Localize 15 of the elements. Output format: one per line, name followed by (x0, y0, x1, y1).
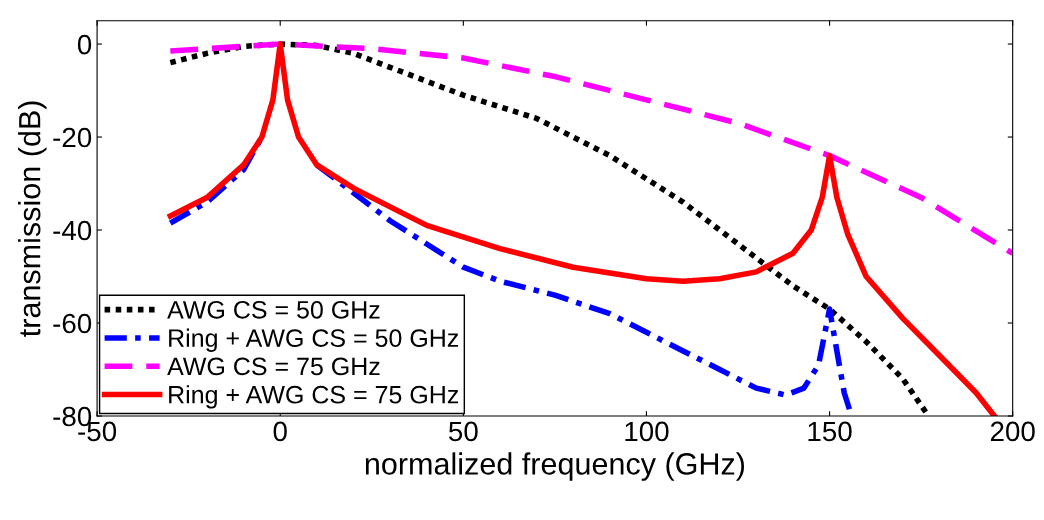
x-tick-label: 0 (273, 421, 287, 442)
y-tick-label: -20 (53, 127, 92, 148)
y-axis-title: transmission (dB) (18, 101, 47, 337)
legend-label: Ring + AWG CS = 50 GHz (169, 328, 459, 352)
y-tick-label: -40 (53, 220, 92, 241)
legend-label: Ring + AWG CS = 75 GHz (169, 385, 459, 409)
legend-label: AWG CS = 75 GHz (167, 357, 380, 376)
y-tick-label: 0 (77, 34, 92, 55)
legend-label: AWG CS = 50 GHz (167, 300, 380, 319)
x-tick-label: 200 (990, 421, 1035, 442)
x-tick-label: 150 (808, 421, 852, 442)
x-tick-label: 50 (448, 421, 478, 442)
x-tick-label: 100 (625, 421, 669, 442)
y-tick-label: -60 (53, 313, 92, 334)
x-axis-title: normalized frequency (GHz) (365, 452, 745, 481)
